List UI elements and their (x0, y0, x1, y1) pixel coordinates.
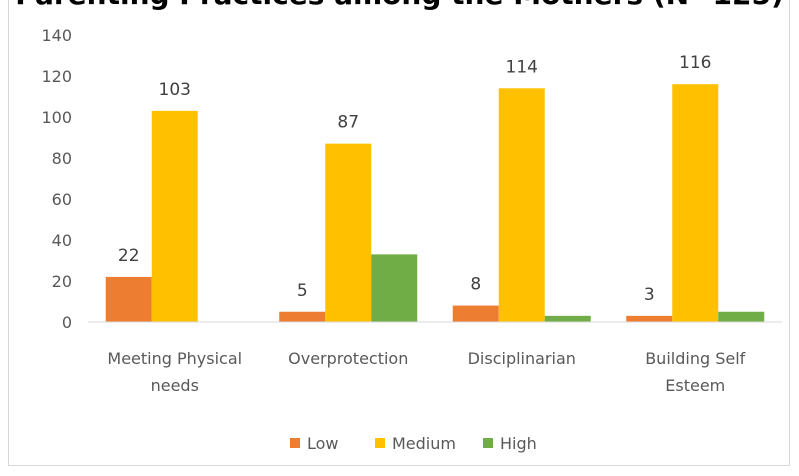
y-tick-label: 140 (41, 26, 72, 45)
y-tick-label: 120 (41, 67, 72, 86)
bars-group (105, 84, 765, 322)
data-label: 87 (337, 113, 359, 133)
data-label: 114 (506, 57, 538, 77)
legend-label: Medium (392, 434, 456, 453)
bar-low (452, 305, 499, 322)
legend-label: Low (307, 434, 339, 453)
legend-swatch-medium (375, 438, 385, 448)
bar-medium (325, 143, 372, 322)
data-label: 3 (644, 285, 655, 305)
bar-high (718, 311, 765, 322)
x-tick-label: needs (151, 376, 199, 395)
y-tick-label: 0 (62, 313, 72, 332)
data-labels-group: 22 5 8 3 103 87 114 116 (118, 53, 712, 305)
bar-low (105, 276, 152, 322)
x-axis: Meeting Physical needs Overprotection Disci… (88, 321, 782, 395)
y-tick-label: 40 (52, 231, 72, 250)
data-label: 22 (118, 246, 140, 266)
bar-high (371, 254, 418, 322)
chart-area (8, 0, 790, 466)
bar-low (279, 311, 326, 322)
y-tick-label: 20 (52, 272, 72, 291)
bar-high (544, 315, 591, 322)
x-tick-label: Disciplinarian (468, 349, 576, 368)
x-tick-label: Esteem (665, 376, 725, 395)
legend: Low Medium High (290, 434, 537, 453)
bar-medium (151, 110, 198, 322)
data-label: 5 (297, 281, 308, 301)
data-label: 103 (159, 80, 191, 100)
legend-label: High (500, 434, 537, 453)
data-label: 8 (470, 275, 481, 295)
bar-medium (672, 84, 719, 322)
y-tick-label: 60 (52, 190, 72, 209)
chart-title: Parenting Practices among the Mothers (N… (0, 0, 799, 11)
bar-medium (498, 88, 545, 322)
x-tick-label: Building Self (645, 349, 745, 368)
y-tick-label: 80 (52, 149, 72, 168)
x-tick-label: Meeting Physical (107, 349, 242, 368)
data-label: 116 (679, 53, 711, 73)
y-tick-label: 100 (41, 108, 72, 127)
y-axis: 0 20 40 60 80 100 120 140 (41, 26, 72, 332)
x-tick-label: Overprotection (288, 349, 408, 368)
bar-low (626, 315, 673, 322)
legend-swatch-high (483, 438, 493, 448)
legend-swatch-low (290, 438, 300, 448)
